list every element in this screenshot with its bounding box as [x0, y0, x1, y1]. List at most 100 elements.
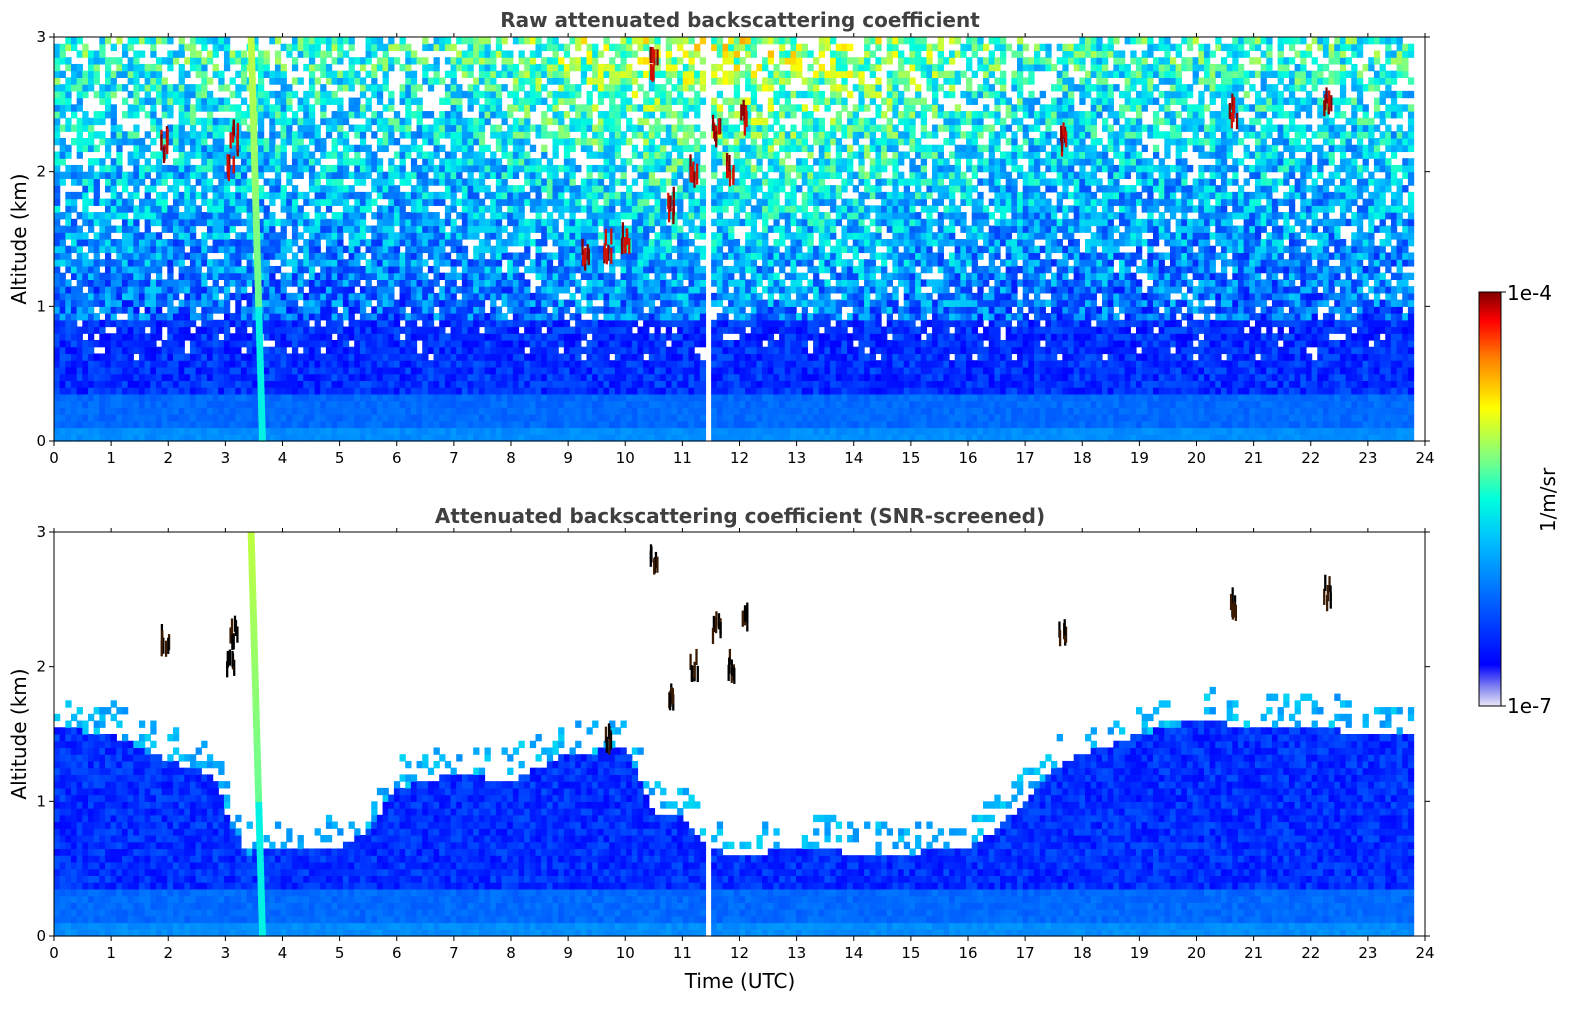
- heatmap-cell: [394, 205, 400, 212]
- heatmap-cell: [201, 306, 207, 313]
- heatmap-cell: [377, 313, 383, 320]
- heatmap-cell: [417, 252, 423, 259]
- heatmap-cell: [332, 279, 338, 286]
- heatmap-cell: [241, 98, 247, 105]
- heatmap-cell: [394, 407, 400, 414]
- heatmap-cell: [405, 273, 411, 280]
- heatmap-cell: [411, 246, 417, 253]
- heatmap-cell: [281, 333, 287, 340]
- heatmap-cell: [207, 313, 213, 320]
- heatmap-cell: [411, 414, 417, 421]
- heatmap-cell: [343, 414, 349, 421]
- heatmap-cell: [60, 111, 66, 118]
- heatmap-cell: [99, 57, 105, 64]
- heatmap-cell: [258, 172, 264, 179]
- heatmap-cell: [213, 239, 219, 246]
- heatmap-cell: [292, 44, 298, 51]
- heatmap-cell: [201, 387, 207, 394]
- heatmap-cell: [366, 118, 372, 125]
- heatmap-cell: [116, 380, 122, 387]
- heatmap-cell: [133, 172, 139, 179]
- heatmap-cell: [354, 98, 360, 105]
- heatmap-cell: [349, 239, 355, 246]
- heatmap-cell: [218, 374, 224, 381]
- heatmap-cell: [332, 232, 338, 239]
- heatmap-cell: [275, 252, 281, 259]
- heatmap-cell: [309, 138, 315, 145]
- heatmap-cell: [281, 125, 287, 132]
- heatmap-cell: [213, 118, 219, 125]
- heatmap-cell: [320, 219, 326, 226]
- heatmap-cell: [179, 98, 185, 105]
- heatmap-cell: [133, 151, 139, 158]
- heatmap-cell: [388, 293, 394, 300]
- heatmap-cell: [54, 380, 60, 387]
- heatmap-cell: [411, 347, 417, 354]
- heatmap-cell: [179, 246, 185, 253]
- heatmap-cell: [88, 64, 94, 71]
- heatmap-cell: [388, 360, 394, 367]
- heatmap-cell: [128, 380, 134, 387]
- heatmap-cell: [349, 273, 355, 280]
- heatmap-cell: [207, 77, 213, 84]
- heatmap-cell: [156, 293, 162, 300]
- heatmap-cell: [105, 219, 111, 226]
- heatmap-cell: [224, 428, 230, 435]
- heatmap-cell: [337, 273, 343, 280]
- heatmap-cell: [167, 320, 173, 327]
- heatmap-cell: [241, 360, 247, 367]
- heatmap-cell: [184, 367, 190, 374]
- heatmap-cell: [320, 367, 326, 374]
- heatmap-cell: [162, 407, 168, 414]
- heatmap-cell: [105, 145, 111, 152]
- heatmap-cell: [88, 374, 94, 381]
- heatmap-cell: [196, 367, 202, 374]
- heatmap-cell: [150, 111, 156, 118]
- heatmap-cell: [196, 71, 202, 78]
- heatmap-cell: [377, 300, 383, 307]
- heatmap-cell: [150, 279, 156, 286]
- heatmap-cell: [400, 91, 406, 98]
- heatmap-cell: [162, 401, 168, 408]
- heatmap-cell: [235, 367, 241, 374]
- heatmap-cell: [71, 104, 77, 111]
- heatmap-cell: [326, 64, 332, 71]
- heatmap-cell: [60, 232, 66, 239]
- heatmap-cell: [190, 64, 196, 71]
- heatmap-cell: [394, 44, 400, 51]
- heatmap-cell: [128, 252, 134, 259]
- heatmap-cell: [54, 367, 60, 374]
- heatmap-cell: [292, 145, 298, 152]
- heatmap-cell: [145, 387, 151, 394]
- heatmap-cell: [133, 185, 139, 192]
- heatmap-cell: [247, 380, 253, 387]
- heatmap-cell: [349, 306, 355, 313]
- heatmap-cell: [320, 428, 326, 435]
- heatmap-cell: [230, 340, 236, 347]
- heatmap-cell: [411, 57, 417, 64]
- heatmap-cell: [337, 246, 343, 253]
- heatmap-cell: [207, 118, 213, 125]
- heatmap-cell: [230, 104, 236, 111]
- heatmap-cell: [275, 104, 281, 111]
- heatmap-cell: [162, 428, 168, 435]
- heatmap-cell: [145, 199, 151, 206]
- heatmap-cell: [201, 353, 207, 360]
- heatmap-cell: [320, 401, 326, 408]
- heatmap-cell: [207, 91, 213, 98]
- heatmap-cell: [298, 401, 304, 408]
- heatmap-cell: [422, 353, 428, 360]
- heatmap-cell: [82, 178, 88, 185]
- heatmap-cell: [400, 64, 406, 71]
- heatmap-cell: [71, 421, 77, 428]
- heatmap-cell: [320, 172, 326, 179]
- heatmap-cell: [207, 111, 213, 118]
- heatmap-cell: [326, 77, 332, 84]
- heatmap-cell: [405, 151, 411, 158]
- heatmap-cell: [65, 360, 71, 367]
- heatmap-cell: [54, 333, 60, 340]
- heatmap-cell: [264, 91, 270, 98]
- heatmap-cell: [133, 421, 139, 428]
- heatmap-cell: [196, 165, 202, 172]
- heatmap-cell: [422, 367, 428, 374]
